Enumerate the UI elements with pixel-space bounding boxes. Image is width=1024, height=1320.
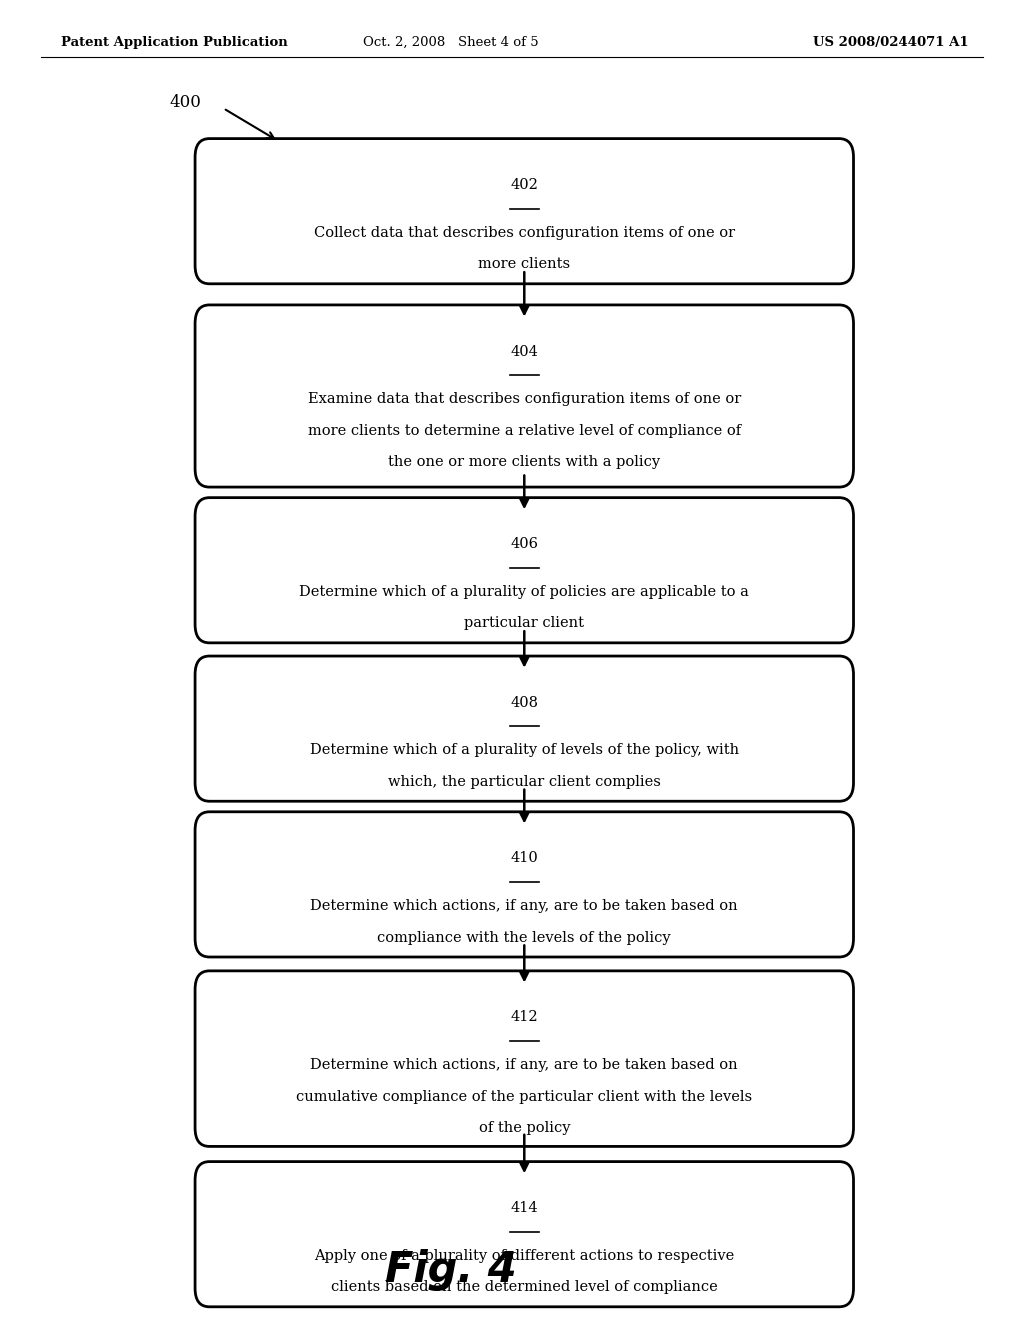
Text: US 2008/0244071 A1: US 2008/0244071 A1 <box>813 36 969 49</box>
Text: Examine data that describes configuration items of one or: Examine data that describes configuratio… <box>307 392 741 407</box>
Text: Oct. 2, 2008   Sheet 4 of 5: Oct. 2, 2008 Sheet 4 of 5 <box>362 36 539 49</box>
Text: Apply one of a plurality of different actions to respective: Apply one of a plurality of different ac… <box>314 1249 734 1263</box>
Text: the one or more clients with a policy: the one or more clients with a policy <box>388 455 660 470</box>
Text: 406: 406 <box>510 537 539 552</box>
Text: 412: 412 <box>511 1011 538 1024</box>
Text: cumulative compliance of the particular client with the levels: cumulative compliance of the particular … <box>296 1090 753 1104</box>
Text: compliance with the levels of the policy: compliance with the levels of the policy <box>378 931 671 945</box>
Text: particular client: particular client <box>464 616 585 631</box>
Text: more clients: more clients <box>478 257 570 272</box>
Text: 404: 404 <box>510 345 539 359</box>
Text: clients based on the determined level of compliance: clients based on the determined level of… <box>331 1280 718 1295</box>
FancyBboxPatch shape <box>195 972 854 1146</box>
FancyBboxPatch shape <box>195 498 854 643</box>
Text: 414: 414 <box>511 1201 538 1216</box>
FancyBboxPatch shape <box>195 1162 854 1307</box>
Text: Determine which actions, if any, are to be taken based on: Determine which actions, if any, are to … <box>310 899 738 913</box>
Text: 402: 402 <box>510 178 539 193</box>
FancyBboxPatch shape <box>195 305 854 487</box>
Text: Patent Application Publication: Patent Application Publication <box>61 36 288 49</box>
Text: of the policy: of the policy <box>478 1122 570 1135</box>
FancyBboxPatch shape <box>195 656 854 801</box>
Text: 408: 408 <box>510 696 539 710</box>
Text: Fig. 4: Fig. 4 <box>385 1249 516 1291</box>
Text: Determine which actions, if any, are to be taken based on: Determine which actions, if any, are to … <box>310 1059 738 1072</box>
Text: 400: 400 <box>169 95 201 111</box>
Text: more clients to determine a relative level of compliance of: more clients to determine a relative lev… <box>308 424 740 438</box>
Text: which, the particular client complies: which, the particular client complies <box>388 775 660 789</box>
FancyBboxPatch shape <box>195 139 854 284</box>
Text: Collect data that describes configuration items of one or: Collect data that describes configuratio… <box>313 226 735 240</box>
Text: Determine which of a plurality of levels of the policy, with: Determine which of a plurality of levels… <box>309 743 739 758</box>
FancyBboxPatch shape <box>195 812 854 957</box>
Text: Determine which of a plurality of policies are applicable to a: Determine which of a plurality of polici… <box>299 585 750 599</box>
Text: 410: 410 <box>510 851 539 866</box>
